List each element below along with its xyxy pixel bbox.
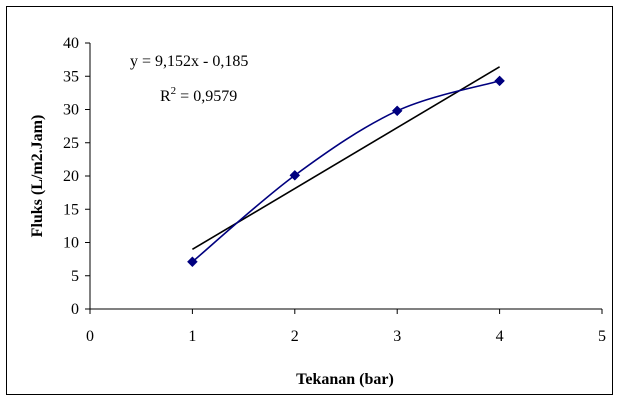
r-squared-value: = 0,9579 [176, 88, 237, 105]
x-tick-label: 5 [598, 328, 606, 345]
y-tick-label: 10 [63, 235, 79, 252]
y-tick-label: 0 [71, 301, 79, 318]
trendline-layer [191, 66, 501, 251]
x-tick-label: 2 [291, 328, 299, 345]
y-tick-label: 25 [63, 135, 79, 152]
x-tick-label: 3 [393, 328, 401, 345]
data-point-marker [187, 256, 198, 268]
y-axis-title: Fluks (L/m2.Jam) [29, 115, 46, 238]
linear-trendline [191, 66, 501, 251]
y-tick-label: 5 [71, 268, 79, 285]
x-axis-title: Tekanan (bar) [296, 371, 394, 388]
data-point-marker [494, 75, 505, 87]
y-tick-label: 15 [63, 201, 79, 218]
r-squared-label: R2 = 0,9579 [160, 85, 237, 105]
chart-frame [6, 6, 613, 395]
tick-labels: 0 5 10 15 20 25 30 35 40 0 1 2 3 4 5 [63, 35, 606, 345]
trendline-equation: y = 9,152x - 0,185 [130, 53, 248, 70]
markers-layer [187, 75, 505, 268]
axes [85, 42, 603, 314]
y-tick-label: 35 [63, 68, 79, 85]
series-layer [191, 80, 500, 263]
x-tick-label: 4 [496, 328, 504, 345]
x-tick-label: 0 [86, 328, 94, 345]
y-tick-label: 30 [63, 102, 79, 119]
y-tick-label: 20 [63, 168, 79, 185]
x-tick-label: 1 [188, 328, 196, 345]
r-squared-prefix: R [160, 88, 171, 105]
r-squared-superscript: 2 [171, 85, 177, 97]
data-point-marker [391, 105, 403, 117]
data-point-marker [289, 169, 301, 181]
y-tick-label: 40 [63, 35, 79, 52]
series-line [191, 80, 500, 263]
